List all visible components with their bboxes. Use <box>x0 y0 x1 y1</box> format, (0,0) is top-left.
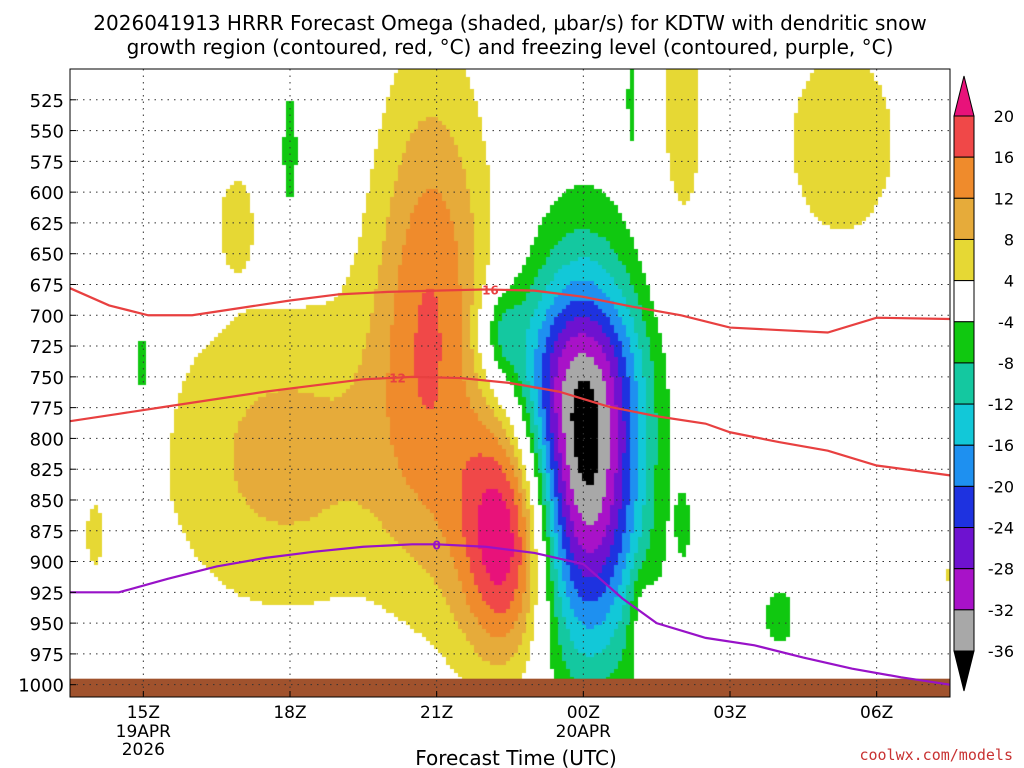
colorbar-label: -8 <box>998 354 1014 373</box>
temperature-contours: 16 12 0 <box>69 284 951 686</box>
colorbar-bin <box>953 485 975 529</box>
terrain-strip <box>70 678 950 697</box>
y-tick-label: 625 <box>30 214 64 235</box>
y-tick-label: 600 <box>30 183 64 204</box>
credit-text[interactable]: coolwx.com/models <box>859 746 1013 764</box>
y-tick-label: 875 <box>30 522 64 543</box>
x-tick-label: 06Z <box>860 703 893 723</box>
x-tick-date-label: 20APR <box>556 722 612 742</box>
colorbar-label: 8 <box>1004 230 1014 249</box>
colorbar-label: -16 <box>988 436 1014 455</box>
y-tick-label: 750 <box>30 368 64 389</box>
chart-title-line1: 2026041913 HRRR Forecast Omega (shaded, … <box>93 11 926 35</box>
colorbar-label: -36 <box>988 642 1014 661</box>
colorbar-bin <box>953 321 975 364</box>
contour-line <box>69 375 951 477</box>
colorbar-bin <box>953 444 975 487</box>
colorbar-bin <box>953 115 975 158</box>
x-tick-year-label: 2026 <box>122 740 165 760</box>
y-tick-label: 650 <box>30 245 64 266</box>
y-tick-label: 975 <box>30 645 64 666</box>
y-axis: 525 550 575 600 625 650 675 700 725 750 775 800 825 8… <box>18 91 76 697</box>
colorbar-bin <box>953 362 975 405</box>
x-tick-label: 15Z <box>127 703 160 723</box>
y-tick-label: 725 <box>30 337 64 358</box>
colorbar-bin <box>953 403 975 446</box>
gridlines <box>70 69 950 697</box>
contour-line <box>70 543 951 686</box>
y-tick-label: 775 <box>30 399 64 420</box>
colorbar-label: 4 <box>1004 272 1014 291</box>
y-tick-label: 525 <box>30 91 64 112</box>
colorbar-label: 12 <box>994 189 1014 208</box>
y-tick-label: 550 <box>30 122 64 143</box>
x-tick-date-label: 19APR <box>116 722 172 742</box>
x-tick-label: 00Z <box>567 703 600 723</box>
colorbar-label: -24 <box>988 519 1014 538</box>
colorbar-label: -28 <box>988 560 1014 579</box>
colorbar-top-arrow <box>953 75 975 117</box>
x-tick-label: 18Z <box>273 703 306 723</box>
colorbar-label: 20 <box>994 107 1014 126</box>
y-tick-label: 950 <box>30 614 64 635</box>
contour-label: 0 <box>432 538 440 552</box>
contour-label: 16 <box>482 284 499 298</box>
y-tick-label: 925 <box>30 583 64 604</box>
colorbar-bin <box>953 280 975 323</box>
contour-line <box>69 287 951 334</box>
y-tick-label: 825 <box>30 460 64 481</box>
colorbar-label: -20 <box>988 477 1014 496</box>
plot-area: 16 12 0 <box>69 68 951 698</box>
y-tick-label: 675 <box>30 275 64 296</box>
chart-title-line2: growth region (contoured, red, °C) and f… <box>127 35 894 59</box>
colorbar-label: -4 <box>998 313 1014 332</box>
y-tick-label: 575 <box>30 152 64 173</box>
colorbar-bin <box>953 238 975 282</box>
colorbar-label: 16 <box>994 148 1014 167</box>
colorbar-label: -12 <box>988 395 1014 414</box>
colorbar-bin <box>953 609 975 652</box>
colorbar-label: -32 <box>988 601 1014 620</box>
colorbar-bin <box>953 197 975 240</box>
colorbar-bottom-arrow <box>953 650 975 692</box>
y-tick-label: 900 <box>30 553 64 574</box>
plot-frame <box>69 68 951 698</box>
colorbar: 20 16 12 8 4 -4 -8 -12 -16 -20 -24 -28 -32 -36 <box>953 75 1014 692</box>
x-tick-label: 21Z <box>420 703 453 723</box>
y-tick-label: 800 <box>30 429 64 450</box>
colorbar-bin <box>953 156 975 199</box>
y-tick-label: 1000 <box>18 676 64 697</box>
colorbar-bin <box>953 568 975 611</box>
x-tick-label: 03Z <box>713 703 746 723</box>
y-tick-label: 700 <box>30 306 64 327</box>
y-tick-label: 850 <box>30 491 64 512</box>
contour-label: 12 <box>389 372 406 386</box>
x-axis-label: Forecast Time (UTC) <box>415 746 617 768</box>
colorbar-bin <box>953 527 975 570</box>
